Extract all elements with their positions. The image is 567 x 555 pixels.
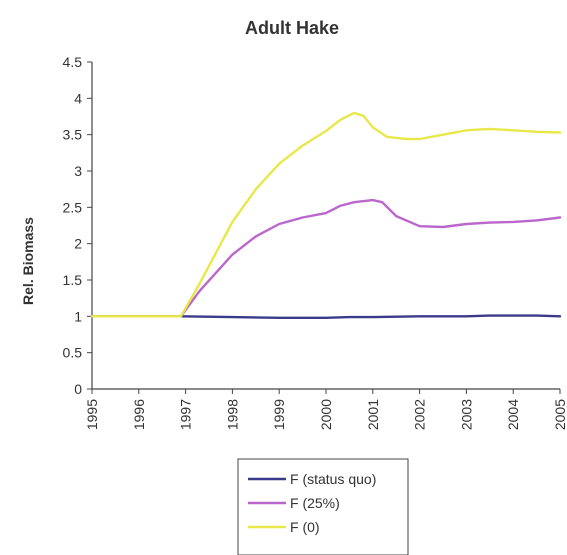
- x-tick-label: 2004: [505, 399, 521, 430]
- y-tick-label: 1: [74, 308, 82, 324]
- legend-label-2: F (25%): [290, 495, 340, 511]
- y-tick-label: 3.5: [63, 127, 83, 143]
- x-tick-label: 1997: [178, 399, 194, 430]
- x-tick-label: 1996: [131, 399, 147, 430]
- y-tick-label: 0.5: [63, 345, 83, 361]
- legend-label-3: F (0): [290, 519, 320, 535]
- legend-label-1: F (status quo): [290, 471, 376, 487]
- series-line-1: [90, 314, 562, 319]
- x-tick-label: 2003: [458, 399, 474, 430]
- plot-area: 0 0.5 1 1.5 2 2.5 3 3.5 4 4.5 1995 1996 1997 1998 1999…: [63, 54, 567, 430]
- series-line-3: [90, 111, 562, 318]
- y-tick-label: 2.5: [63, 199, 83, 215]
- y-axis-label: Rel. Biomass: [20, 217, 36, 305]
- y-tick-label: 4: [74, 90, 82, 106]
- y-tick-label: 2: [74, 236, 82, 252]
- y-tick-label: 4.5: [63, 54, 83, 70]
- x-tick-label: 2002: [412, 399, 428, 430]
- y-tick-label: 3: [74, 163, 82, 179]
- y-tick-label: 1.5: [63, 272, 83, 288]
- x-tick-label: 1995: [84, 399, 100, 430]
- x-tick-label: 1998: [224, 399, 240, 430]
- legend-box: [237, 458, 409, 555]
- series-line-2: [90, 198, 562, 318]
- y-tick-label: 0: [74, 381, 82, 397]
- chart-title: Adult Hake: [245, 18, 339, 38]
- x-tick-label: 1999: [271, 399, 287, 430]
- x-tick-label: 2000: [318, 399, 334, 430]
- legend: F (status quo) F (25%) F (0): [237, 458, 409, 555]
- x-tick-label: 2001: [365, 399, 381, 430]
- x-tick-label: 2005: [552, 399, 567, 430]
